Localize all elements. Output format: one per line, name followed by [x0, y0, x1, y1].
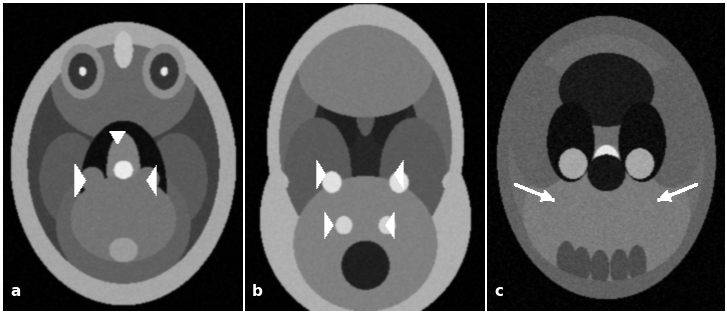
- Text: b: b: [252, 284, 263, 299]
- Text: c: c: [494, 284, 503, 299]
- Text: a: a: [10, 284, 20, 299]
